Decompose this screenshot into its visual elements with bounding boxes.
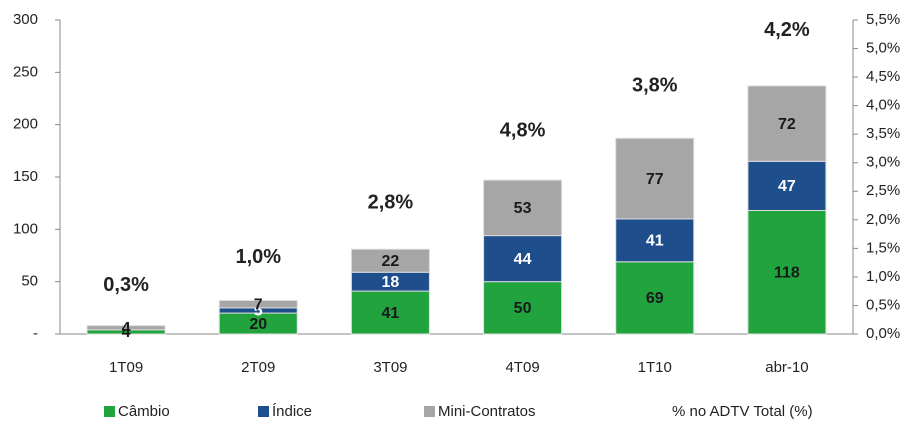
y2-tick-label: 3,0%	[866, 154, 900, 171]
y2-tick-label: 1,0%	[866, 268, 900, 285]
x-tick-label: 1T09	[109, 359, 143, 376]
data-label: 53	[514, 200, 532, 217]
legend-label: Índice	[272, 403, 312, 420]
y-tick-label: 50	[21, 273, 38, 290]
y-tick-label: 150	[13, 168, 38, 185]
bar-segment	[218, 300, 298, 309]
data-label: 20	[249, 316, 267, 333]
bar-segment	[615, 261, 695, 335]
data-label: 41	[382, 305, 400, 322]
data-label: 5	[254, 303, 263, 320]
data-label: 41	[646, 233, 664, 250]
y2-tick-label: 2,0%	[866, 211, 900, 228]
annotation: 4,8%	[500, 119, 546, 141]
x-tick-label: 4T09	[505, 359, 539, 376]
y2-tick-label: 0,5%	[866, 296, 900, 313]
data-label: 69	[646, 290, 664, 307]
bar-segment	[350, 248, 430, 273]
legend-label: % no ADTV Total (%)	[672, 403, 813, 420]
bar-segment	[615, 218, 695, 263]
data-label: 7	[254, 296, 263, 313]
annotation: 2,8%	[368, 192, 414, 214]
data-label: 47	[778, 178, 796, 195]
x-tick-label: 2T09	[241, 359, 275, 376]
data-label: 18	[382, 274, 400, 291]
x-tick-label: abr-10	[765, 359, 808, 376]
data-label: 22	[382, 253, 400, 270]
data-label: 44	[514, 251, 532, 268]
bar-segment	[86, 325, 166, 331]
legend-swatch	[258, 406, 269, 417]
annotation: 1,0%	[235, 246, 281, 268]
data-label: 77	[646, 171, 664, 188]
y-tick-label: 100	[13, 220, 38, 237]
y2-tick-label: 4,5%	[866, 68, 900, 85]
x-tick-label: 1T10	[638, 359, 672, 376]
y-tick-label: 300	[13, 11, 38, 28]
y-tick-label: 200	[13, 116, 38, 133]
bar-segment	[747, 209, 827, 335]
annotation: 3,8%	[632, 75, 678, 97]
bar-segment	[483, 235, 563, 283]
bar-segment	[483, 179, 563, 237]
x-tick-label: 3T09	[373, 359, 407, 376]
legend-swatch	[424, 406, 435, 417]
y2-tick-label: 0,0%	[866, 325, 900, 342]
y2-tick-label: 2,5%	[866, 182, 900, 199]
legend-swatch	[104, 406, 115, 417]
legend-label: Câmbio	[118, 403, 170, 420]
annotation: 4,2%	[764, 19, 810, 41]
y2-tick-label: 4,0%	[866, 97, 900, 114]
bar-segment	[747, 85, 827, 162]
y2-tick-label: 5,5%	[866, 11, 900, 28]
bar-segment	[483, 281, 563, 335]
y-tick-label: -	[33, 325, 38, 342]
y2-tick-label: 1,5%	[866, 239, 900, 256]
y2-tick-label: 3,5%	[866, 125, 900, 142]
legend-label: Mini-Contratos	[438, 403, 536, 420]
data-label: 118	[774, 264, 800, 281]
annotation: 0,3%	[103, 274, 149, 296]
data-label: 72	[778, 116, 796, 133]
y-tick-label: 250	[13, 63, 38, 80]
data-label: 4	[122, 324, 131, 341]
data-label: 50	[514, 300, 532, 317]
bar-segment	[615, 137, 695, 220]
y2-tick-label: 5,0%	[866, 40, 900, 57]
bar-segment	[747, 160, 827, 211]
data-label: 4	[122, 320, 131, 337]
